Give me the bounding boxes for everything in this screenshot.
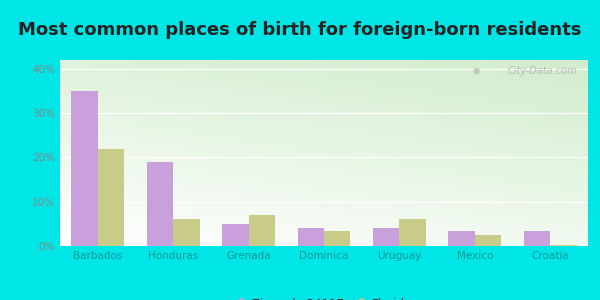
Bar <box>324 230 350 246</box>
Bar <box>222 224 248 246</box>
Bar <box>173 219 200 246</box>
Bar <box>550 245 577 246</box>
Bar <box>475 235 501 246</box>
Bar <box>98 148 124 246</box>
Bar <box>298 228 324 246</box>
Text: City-Data.com: City-Data.com <box>508 66 577 76</box>
Bar <box>524 230 550 246</box>
Bar <box>71 91 98 246</box>
Bar <box>147 162 173 246</box>
Text: ●: ● <box>473 66 480 75</box>
Legend: Zip code 34117, Florida: Zip code 34117, Florida <box>231 293 417 300</box>
Bar <box>448 230 475 246</box>
Bar <box>373 228 400 246</box>
Bar <box>400 219 426 246</box>
Bar <box>248 215 275 246</box>
Text: Most common places of birth for foreign-born residents: Most common places of birth for foreign-… <box>19 21 581 39</box>
